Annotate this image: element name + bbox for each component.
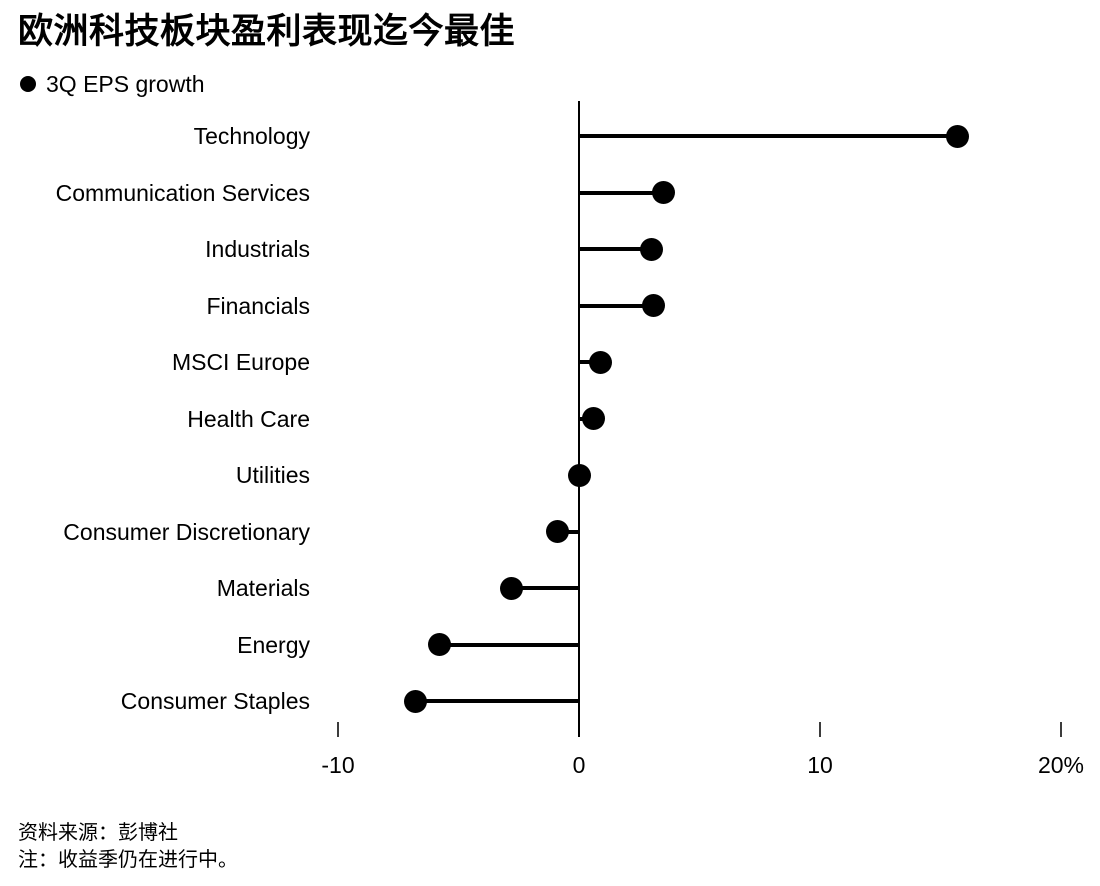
- x-axis-tick-label: 10: [807, 752, 833, 778]
- data-point-dot: [500, 576, 524, 600]
- data-point-dot: [581, 407, 605, 430]
- category-label: Energy: [237, 631, 310, 658]
- category-label: MSCI Europe: [171, 349, 310, 375]
- chart-note: 注：收益季仍在进行中。: [18, 849, 238, 871]
- x-axis-tick: [1060, 722, 1062, 737]
- data-point-dot: [567, 463, 591, 487]
- data-point-dot: [651, 181, 675, 204]
- data-point-dot: [403, 689, 427, 713]
- category-label: Industrials: [205, 236, 310, 262]
- category-label: Technology: [193, 123, 310, 149]
- data-point-dot: [642, 294, 666, 317]
- data-point-dot: [545, 520, 569, 543]
- category-label: Health Care: [187, 405, 310, 432]
- lollipop-stem: [511, 586, 579, 590]
- chart-footer: 资料来源：彭博社 注：收益季仍在进行中。: [18, 820, 238, 874]
- category-label: Consumer Staples: [120, 688, 310, 714]
- lollipop-stem: [579, 247, 652, 251]
- category-label: Communication Services: [55, 179, 310, 206]
- x-axis-tick: [819, 722, 821, 737]
- x-axis-tick-label: -10: [321, 752, 355, 778]
- data-point-dot: [639, 237, 663, 261]
- category-label: Utilities: [235, 462, 310, 488]
- lollipop-stem: [439, 642, 579, 647]
- chart-title: 欧洲科技板块盈利表现迄今最佳: [18, 12, 516, 51]
- lollipop-stem: [579, 134, 958, 138]
- data-point-dot: [589, 350, 613, 374]
- x-axis-tick: [337, 722, 339, 737]
- data-point-dot: [427, 633, 451, 656]
- lollipop-stem: [415, 699, 579, 703]
- legend-dot-icon: [20, 76, 36, 92]
- data-point-dot: [945, 124, 969, 148]
- category-label: Materials: [216, 575, 310, 601]
- legend-label: 3Q EPS growth: [46, 70, 205, 97]
- x-axis-tick-label: 0: [572, 752, 586, 778]
- lollipop-stem: [579, 303, 654, 308]
- legend: 3Q EPS growth: [20, 70, 205, 97]
- category-label: Consumer Discretionary: [63, 518, 310, 545]
- lollipop-stem: [579, 190, 664, 195]
- source-note: 资料来源：彭博社: [18, 822, 178, 844]
- category-label: Financials: [206, 292, 310, 319]
- x-axis-tick-label: 20%: [1037, 752, 1085, 778]
